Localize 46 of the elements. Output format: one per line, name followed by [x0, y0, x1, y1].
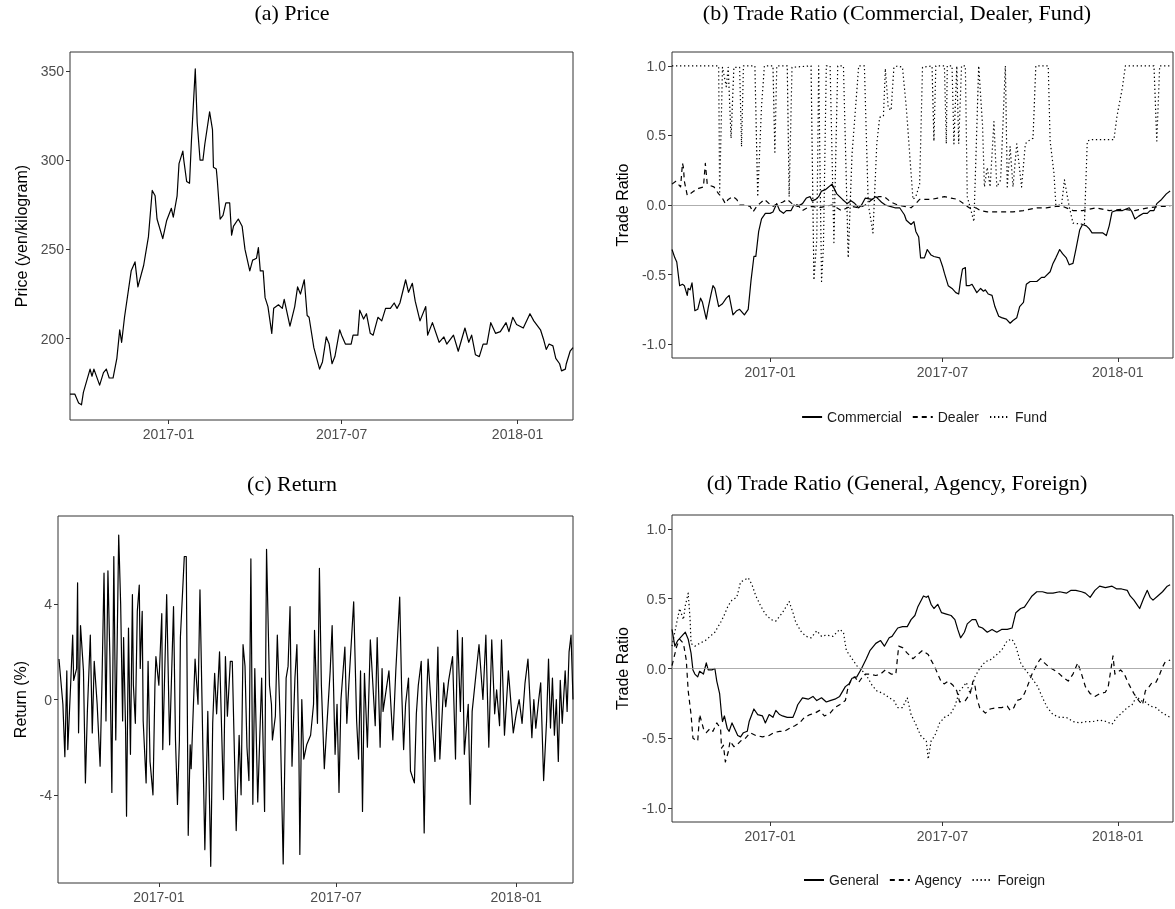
x-tick-label: 2017-01	[133, 889, 185, 905]
x-tick-label: 2017-01	[744, 364, 796, 380]
y-tick-label: -1.0	[641, 800, 667, 817]
y-axis-title: Return (%)	[12, 660, 30, 739]
y-tick-label: -1.0	[641, 336, 667, 353]
y-tick-label: -0.5	[641, 730, 667, 747]
y-tick-label: 0	[44, 691, 53, 708]
line-series	[69, 68, 574, 406]
y-tick-label: 200	[40, 330, 65, 347]
legend-label: Foreign	[997, 872, 1045, 888]
x-tick-label: 2017-01	[142, 426, 195, 442]
legend-label: Fund	[1015, 409, 1047, 425]
x-tick-label: 2017-01	[744, 828, 796, 844]
y-tick-label: 0.5	[646, 127, 667, 144]
y-tick-label: 350	[40, 62, 65, 79]
x-tick-label: 2017-07	[315, 426, 368, 442]
chart-title: (c) Return	[247, 470, 337, 496]
x-tick-label: 2018-01	[490, 889, 543, 905]
legend-label: Commercial	[827, 409, 902, 425]
y-tick-label: 1.0	[646, 520, 667, 537]
y-tick-label: 0.5	[646, 590, 667, 607]
line-series	[58, 534, 574, 867]
y-tick-label: 250	[40, 241, 65, 258]
legend-label: General	[829, 872, 879, 888]
x-tick-label: 2018-01	[491, 426, 544, 442]
x-tick-label: 2017-07	[916, 364, 969, 380]
y-tick-label: -4	[39, 786, 53, 803]
legend-label: Agency	[914, 872, 962, 888]
y-tick-label: 1.0	[646, 57, 667, 74]
y-tick-label: 4	[44, 596, 53, 613]
chart-title: (d) Trade Ratio (General, Agency, Foreign)	[706, 469, 1088, 495]
y-tick-label: 300	[40, 152, 65, 169]
y-tick-label: -0.5	[641, 266, 667, 283]
legend-label: Dealer	[937, 409, 980, 425]
y-tick-label: 0.0	[646, 660, 667, 677]
x-tick-label: 2017-07	[916, 828, 969, 844]
y-tick-label: 0.0	[646, 197, 667, 213]
x-tick-label: 2017-07	[310, 889, 362, 905]
chart-title: (a) Price	[254, 0, 330, 25]
y-axis-title: Trade Ratio	[614, 626, 632, 710]
x-tick-label: 2018-01	[1092, 828, 1144, 844]
y-axis-title: Price (yen/kilogram)	[13, 164, 31, 308]
x-tick-label: 2018-01	[1092, 364, 1144, 380]
line-series	[671, 577, 1171, 760]
chart-title: (b) Trade Ratio (Commercial, Dealer, Fund)	[702, 0, 1092, 25]
y-axis-title: Trade Ratio	[614, 163, 632, 247]
